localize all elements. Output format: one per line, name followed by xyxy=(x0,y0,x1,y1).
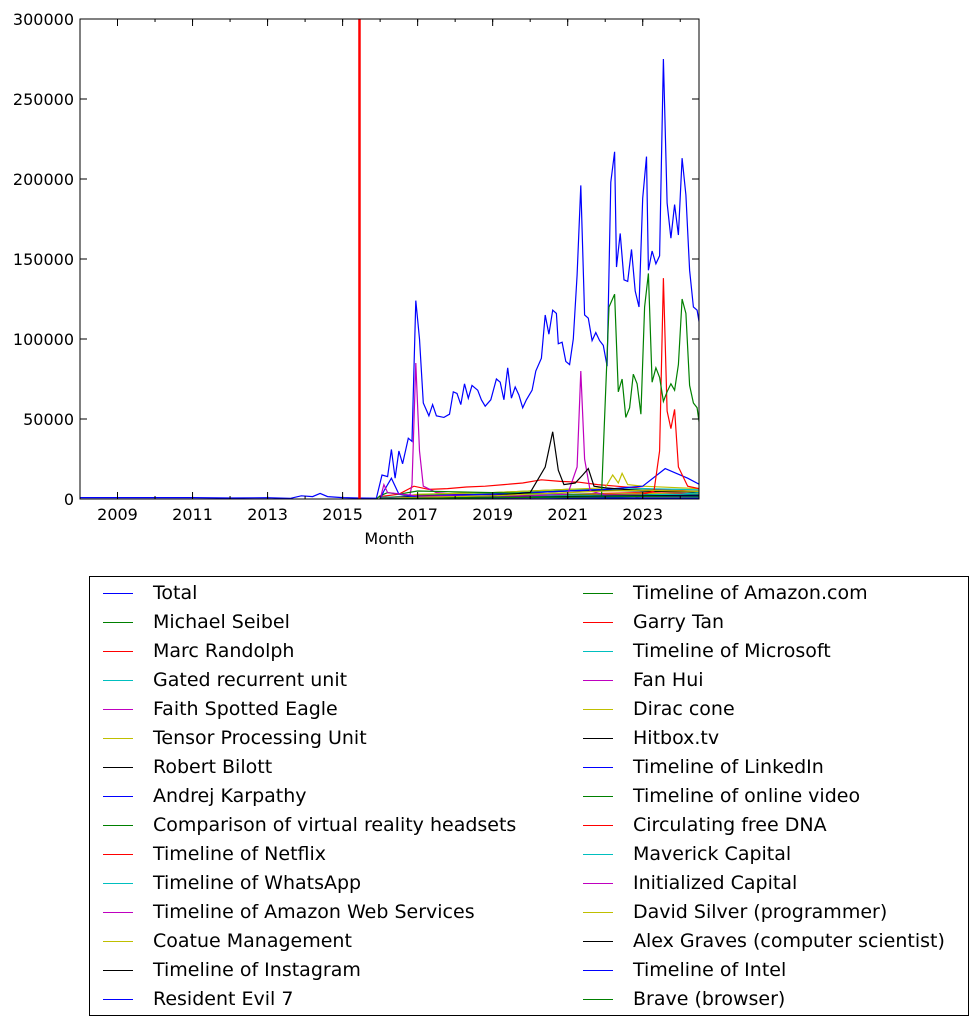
y-tick-label: 200000 xyxy=(13,170,74,189)
legend-swatch xyxy=(583,709,613,710)
legend-swatch xyxy=(103,709,133,710)
legend-swatch xyxy=(583,970,613,971)
legend-label: Maverick Capital xyxy=(633,843,792,865)
legend-label: Resident Evil 7 xyxy=(153,988,294,1010)
legend-swatch xyxy=(583,854,613,855)
legend-swatch xyxy=(583,651,613,652)
legend-label: Alex Graves (computer scientist) xyxy=(633,930,945,952)
x-axis-label: Month xyxy=(364,529,414,548)
x-tick-label: 2023 xyxy=(622,505,663,524)
legend-swatch xyxy=(103,854,133,855)
x-tick-label: 2013 xyxy=(247,505,288,524)
x-tick-label: 2015 xyxy=(322,505,363,524)
legend-label: Fan Hui xyxy=(633,669,704,691)
legend-label: Timeline of Amazon Web Services xyxy=(153,901,475,923)
legend-label: Timeline of Amazon.com xyxy=(633,582,868,604)
legend-swatch xyxy=(103,651,133,652)
x-tick-label: 2009 xyxy=(97,505,138,524)
series-line-0 xyxy=(80,58,699,499)
legend-label: Dirac cone xyxy=(633,698,735,720)
legend-swatch xyxy=(103,912,133,913)
legend-swatch xyxy=(103,883,133,884)
legend-label: Timeline of LinkedIn xyxy=(633,756,824,778)
legend-swatch xyxy=(583,912,613,913)
legend-swatch xyxy=(583,622,613,623)
legend-label: Timeline of online video xyxy=(633,785,861,807)
legend-swatch xyxy=(103,767,133,768)
legend-label: Hitbox.tv xyxy=(633,727,720,749)
legend-label: Circulating free DNA xyxy=(633,814,827,836)
x-tick-label: 2011 xyxy=(172,505,213,524)
y-tick-label: 0 xyxy=(64,490,74,509)
legend-swatch xyxy=(103,680,133,681)
legend-swatch xyxy=(583,883,613,884)
legend: Total Michael Seibel Marc Randolph Gated re… xyxy=(89,576,969,1016)
y-tick-label: 50000 xyxy=(23,410,74,429)
legend-swatch xyxy=(583,941,613,942)
series-line-5 xyxy=(380,471,699,499)
legend-swatch xyxy=(583,738,613,739)
legend-label: Michael Seibel xyxy=(153,611,290,633)
legend-label: Timeline of WhatsApp xyxy=(153,872,362,894)
line-chart: 2009 2011 2013 2015 2017 2019 2021 2023 0 50000 10… xyxy=(13,10,700,548)
legend-swatch xyxy=(583,593,613,594)
y-tick-label: 150000 xyxy=(13,250,74,269)
legend-swatch xyxy=(103,999,133,1000)
legend-swatch xyxy=(103,622,133,623)
legend-swatch xyxy=(583,825,613,826)
legend-swatch xyxy=(103,593,133,594)
legend-swatch xyxy=(583,796,613,797)
x-tick-label: 2021 xyxy=(547,505,588,524)
y-tick-label: 250000 xyxy=(13,90,74,109)
legend-label: Garry Tan xyxy=(633,611,725,633)
legend-label: Robert Bilott xyxy=(153,756,273,778)
legend-swatch xyxy=(103,796,133,797)
x-tick-label: 2019 xyxy=(472,505,513,524)
plot-background xyxy=(80,19,699,499)
legend-swatch xyxy=(103,970,133,971)
legend-label: Andrej Karpathy xyxy=(153,785,307,807)
legend-swatch xyxy=(583,999,613,1000)
legend-label: Marc Randolph xyxy=(153,640,295,662)
legend-swatch xyxy=(583,680,613,681)
legend-label: Comparison of virtual reality headsets xyxy=(153,814,517,836)
series-line-7 xyxy=(380,467,699,499)
legend-swatch xyxy=(103,825,133,826)
legend-swatch xyxy=(583,767,613,768)
legend-label: Timeline of Intel xyxy=(633,959,787,981)
y-tick-label: 100000 xyxy=(13,330,74,349)
legend-label: Timeline of Netflix xyxy=(153,843,327,865)
legend-swatch xyxy=(103,941,133,942)
legend-label: Total xyxy=(153,582,198,604)
x-tick-label: 2017 xyxy=(397,505,438,524)
legend-label: Coatue Management xyxy=(153,930,352,952)
legend-label: David Silver (programmer) xyxy=(633,901,888,923)
legend-label: Timeline of Microsoft xyxy=(633,640,831,662)
legend-label: Faith Spotted Eagle xyxy=(153,698,338,720)
legend-label: Initialized Capital xyxy=(633,872,798,894)
legend-label: Timeline of Instagram xyxy=(153,959,361,981)
legend-swatch xyxy=(103,738,133,739)
y-tick-label: 300000 xyxy=(13,10,74,29)
legend-label: Brave (browser) xyxy=(633,988,786,1010)
ticks-layer: 2009 2011 2013 2015 2017 2019 2021 2023 0 50000 10… xyxy=(13,10,699,524)
legend-label: Tensor Processing Unit xyxy=(153,727,367,749)
legend-label: Gated recurrent unit xyxy=(153,669,348,691)
